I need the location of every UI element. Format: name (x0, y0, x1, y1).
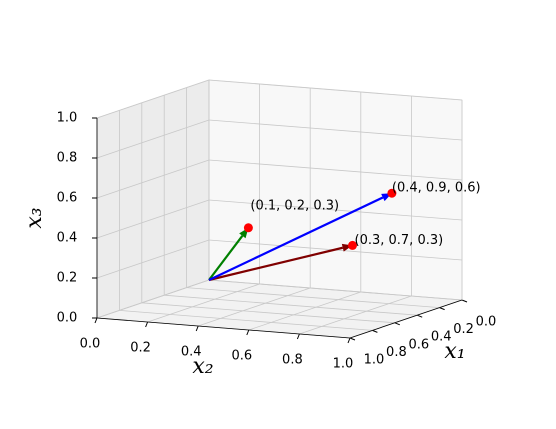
grid-line (96, 239, 210, 279)
x3-tick-label: 0.8 (57, 151, 78, 166)
grid-line (208, 79, 463, 101)
x2-tick-label: 0.8 (282, 353, 303, 368)
x2-tick (145, 321, 149, 328)
grid-line (299, 295, 412, 335)
grid-line (147, 283, 260, 323)
x1-tick-label: 0.6 (408, 337, 429, 352)
x2-tick-label: 0.0 (80, 337, 101, 352)
x2-tick-label: 0.4 (181, 345, 202, 360)
x1-tick-label: 0.2 (453, 322, 474, 337)
grid-line (96, 199, 210, 239)
vector-shaft (208, 246, 344, 282)
grid-line (164, 294, 418, 316)
point-label: (0.1, 0.2, 0.3) (250, 198, 339, 213)
x2-axis-label: x₂ (192, 354, 213, 379)
grid-line (96, 279, 210, 319)
x1-tick (439, 307, 445, 311)
x1-tick (417, 314, 423, 318)
grid-line (141, 302, 395, 324)
x1-tick (349, 337, 356, 341)
grid-line (198, 287, 311, 327)
x3-tick-label: 0.6 (57, 191, 78, 206)
x1-tick (461, 299, 468, 303)
x3-axis-label: x₃ (22, 207, 47, 228)
axis-line (96, 317, 351, 339)
grid-line (208, 279, 463, 301)
grid-line (208, 159, 463, 181)
x2-tick (195, 325, 199, 332)
x2-tick (246, 329, 250, 336)
marks: (0.1, 0.2, 0.3) (0.3, 0.7, 0.3) (0.4, 0.9,… (208, 181, 481, 282)
point-label: (0.3, 0.7, 0.3) (355, 233, 444, 248)
vector-shaft (208, 196, 384, 281)
grid-line (248, 291, 361, 331)
x3-tick-label: 1.0 (57, 111, 78, 126)
x1-axis-label: x₁ (444, 339, 465, 364)
x2-tick (347, 337, 351, 344)
grid-line (208, 199, 463, 221)
x2-tick (296, 333, 300, 340)
x1-tick (394, 322, 400, 326)
grid-line (96, 159, 210, 199)
x3-tick-label: 0.2 (57, 271, 78, 286)
grid-line (96, 119, 210, 159)
x3-tick-label: 0.4 (57, 231, 78, 246)
x2-tick-label: 0.2 (130, 341, 151, 356)
point-label: (0.4, 0.9, 0.6) (392, 181, 481, 196)
x1-tick-label: 1.0 (364, 353, 385, 368)
grid-line (186, 287, 440, 308)
x1-tick-label: 0.8 (386, 345, 407, 360)
x1-tick (372, 329, 378, 333)
x1-tick-label: 0.4 (431, 330, 452, 345)
axis-line (349, 299, 463, 339)
grid-line (119, 310, 373, 331)
vector-shaft (208, 235, 244, 281)
point-marker (348, 240, 357, 250)
side-pane (96, 79, 210, 319)
x2-tick-label: 0.6 (231, 349, 252, 364)
x1-tick-label: 0.0 (476, 315, 497, 330)
x2-tick-label: 1.0 (333, 357, 354, 372)
grid-line (96, 79, 210, 119)
x2-tick (94, 317, 98, 324)
grid (92, 79, 468, 344)
x3-tick-label: 0.0 (57, 311, 78, 326)
point-marker (243, 223, 253, 233)
grid-line (208, 119, 463, 141)
point-marker (387, 188, 397, 198)
